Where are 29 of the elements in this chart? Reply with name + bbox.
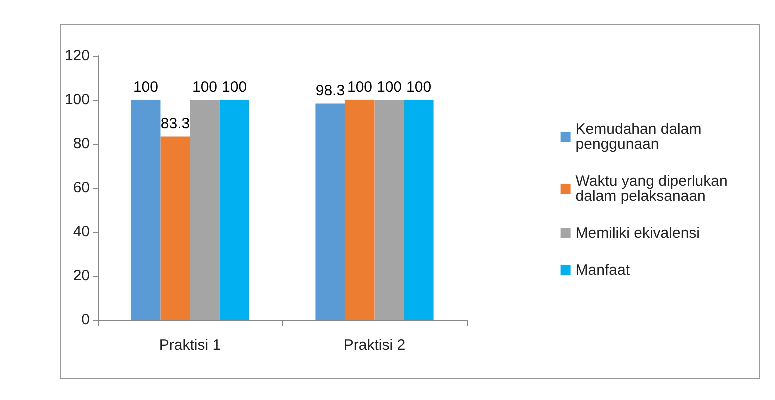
data-label: 100 bbox=[192, 79, 218, 96]
legend-label: Waktu yang diperlukan dalam pelaksanaan bbox=[576, 173, 732, 205]
bar bbox=[374, 100, 404, 320]
data-label: 100 bbox=[133, 79, 158, 96]
x-tick-label: Praktisi 1 bbox=[159, 337, 222, 354]
y-tick-label: 0 bbox=[82, 312, 90, 328]
legend-label: Memiliki ekivalensi bbox=[576, 225, 700, 242]
data-label: 100 bbox=[347, 79, 373, 96]
y-tick-label: 20 bbox=[73, 268, 90, 284]
bar bbox=[190, 100, 220, 320]
bar bbox=[131, 100, 161, 320]
y-tick-label: 100 bbox=[64, 92, 90, 108]
data-label: 100 bbox=[406, 79, 432, 96]
bar bbox=[220, 100, 250, 320]
bar bbox=[345, 100, 375, 320]
y-tick-label: 120 bbox=[64, 48, 90, 64]
x-tick-label: Praktisi 2 bbox=[344, 337, 406, 354]
data-label: 100 bbox=[376, 79, 402, 96]
y-tick-label: 40 bbox=[73, 224, 90, 240]
y-tick-label: 80 bbox=[73, 136, 90, 152]
y-tick-label: 60 bbox=[73, 180, 90, 196]
legend-label: Manfaat bbox=[576, 262, 631, 279]
data-label: 98.3 bbox=[316, 82, 346, 100]
bar bbox=[316, 104, 346, 320]
data-label: 100 bbox=[222, 79, 248, 96]
bar bbox=[404, 100, 434, 320]
legend-label: Kemudahan dalam penggunaan bbox=[576, 121, 706, 153]
bar bbox=[160, 136, 190, 320]
data-label: 83.3 bbox=[160, 116, 190, 133]
